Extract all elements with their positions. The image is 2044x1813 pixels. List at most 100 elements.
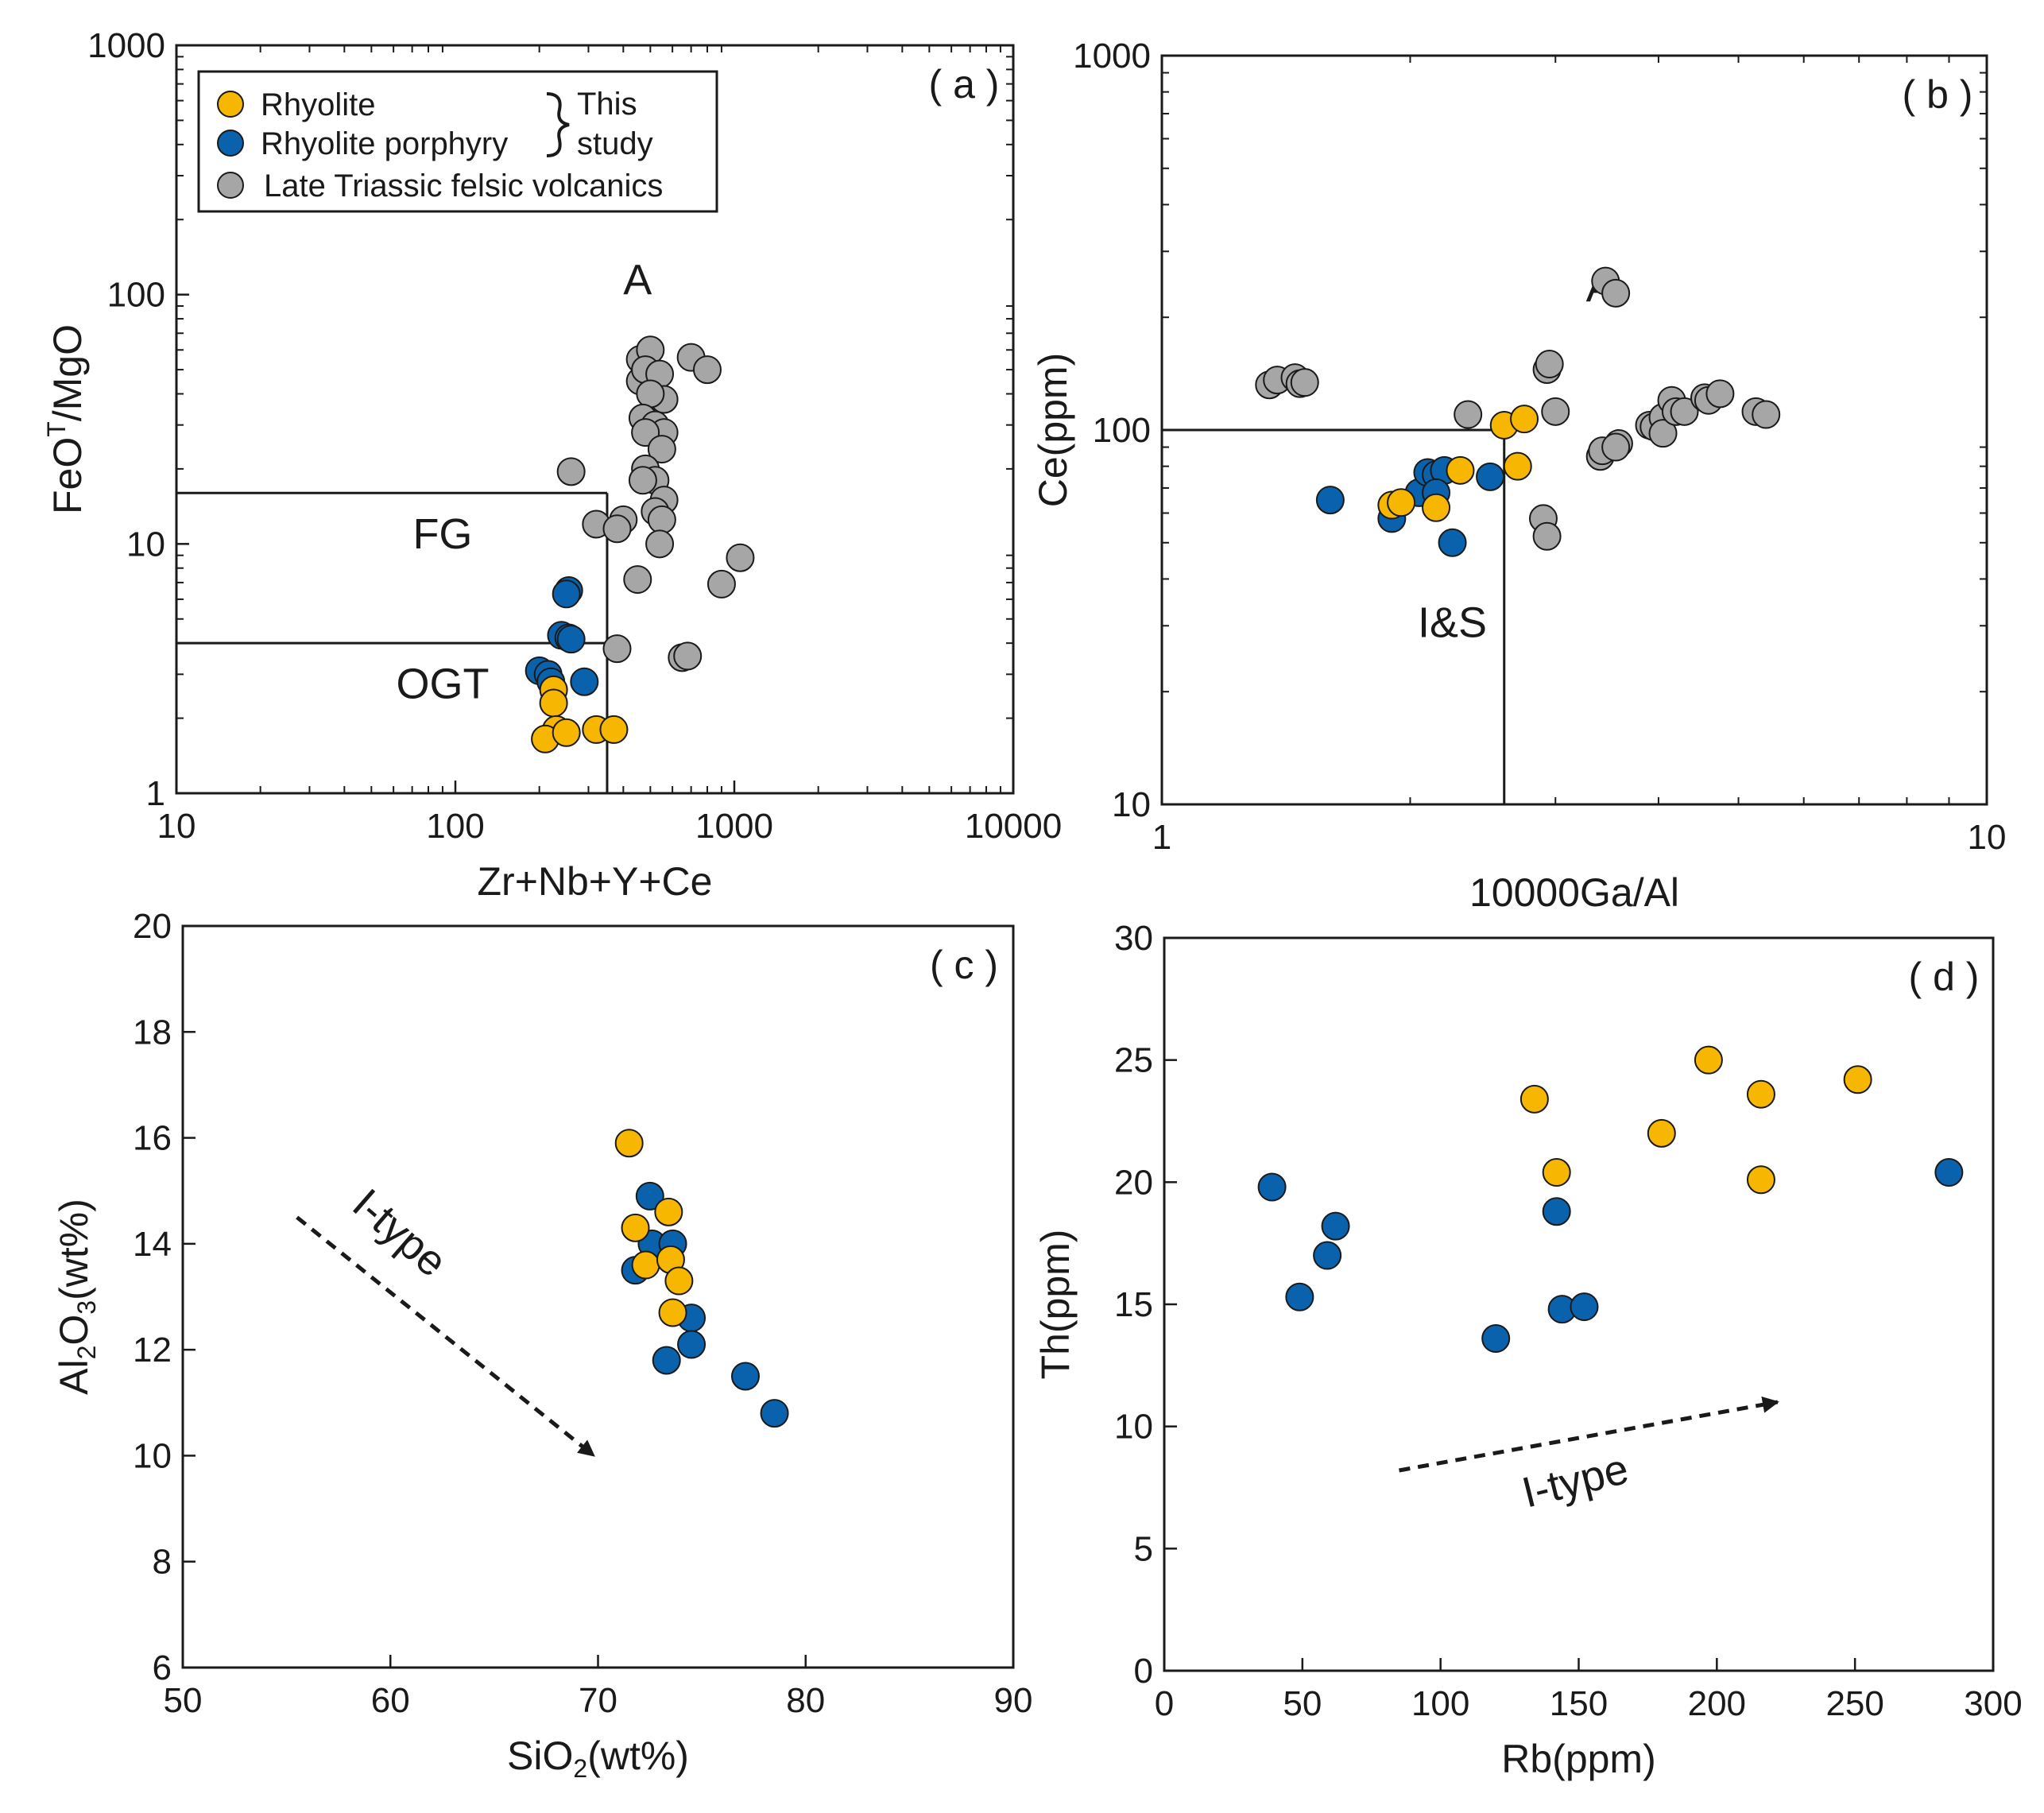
panel-b-point-late-triassic-felsic-volcanics: [1705, 379, 1735, 409]
panel-a-y-tick-label: 1000: [87, 26, 165, 65]
panel-c-x-tick-label: 70: [579, 1681, 617, 1720]
panel-b-point-rhyolite-porphyry: [1438, 528, 1467, 557]
panel-d-point-rhyolite: [1519, 1084, 1549, 1114]
panel-d-point-rhyolite-porphyry: [1285, 1282, 1314, 1311]
panel-c-y-tick-label: 8: [153, 1543, 172, 1582]
panel-b-point-rhyolite-porphyry: [1315, 486, 1345, 515]
panel-d-frame: [1163, 936, 1995, 1672]
panel-a-point-late-triassic-felsic-volcanics: [692, 355, 722, 385]
panel-a-x-tick-label: 1000: [695, 807, 773, 846]
legend-marker-rhyolite: [217, 91, 244, 118]
panel-d-trend-arrow: [1399, 1396, 1779, 1473]
panel-c-y-tick-label: 12: [133, 1331, 172, 1369]
panel-a-label: ( a ): [929, 62, 1000, 107]
panel-a-point-late-triassic-felsic-volcanics: [726, 543, 755, 572]
panel-a-point-late-triassic-felsic-volcanics: [628, 466, 657, 495]
panel-d-point-rhyolite-porphyry: [1313, 1241, 1342, 1270]
panel-a-y-tick-label: 10: [126, 525, 165, 564]
panel-b-point-late-triassic-felsic-volcanics: [1535, 350, 1564, 379]
panel-c-point-rhyolite: [654, 1197, 683, 1226]
panel-d-point-rhyolite-porphyry: [1542, 1197, 1571, 1226]
panel-c-point-rhyolite: [658, 1298, 687, 1327]
panel-b-point-rhyolite-porphyry: [1476, 462, 1505, 491]
panel-d-y-tick-label: 15: [1114, 1285, 1153, 1324]
panel-c-point-rhyolite-porphyry: [760, 1399, 789, 1428]
panel-a-y-title-main: FeO: [45, 437, 90, 514]
panel-c-y-title-main: Al: [52, 1359, 96, 1394]
panel-b-point-rhyolite: [1446, 455, 1475, 485]
panel-c-y-title-rest: (wt%): [52, 1199, 96, 1300]
panel-d-x-axis-title: Rb(ppm): [1501, 1737, 1655, 1781]
panel-a-point-late-triassic-felsic-volcanics: [636, 379, 665, 409]
legend-box: [197, 70, 718, 213]
panel-c-x-tick-label: 90: [994, 1681, 1033, 1720]
panel-b-region-label: I&S: [1418, 599, 1487, 646]
panel-c-point-rhyolite-porphyry: [730, 1362, 760, 1391]
panel-c-point-rhyolite: [614, 1129, 644, 1158]
panel-a-region-label: OGT: [396, 661, 489, 708]
panel-c-y-tick-label: 14: [133, 1225, 172, 1264]
panel-d-y-tick-label: 20: [1114, 1163, 1153, 1202]
panel-d-point-rhyolite-porphyry: [1321, 1211, 1350, 1241]
panel-c-y-tick-label: 10: [133, 1436, 172, 1475]
panel-c-trend-arrow: [296, 1215, 595, 1458]
panel-a-point-rhyolite: [599, 715, 629, 744]
panel-b-point-rhyolite: [1422, 493, 1451, 522]
panel-b-point-late-triassic-felsic-volcanics: [1601, 432, 1631, 462]
panel-c-x-tick-label: 60: [371, 1681, 410, 1720]
panel-d-point-rhyolite-porphyry: [1481, 1324, 1511, 1354]
panel-c-x-title-sub: 2: [573, 1754, 587, 1783]
panel-a-frame: [175, 44, 1015, 795]
panel-a-point-rhyolite-porphyry: [552, 579, 581, 609]
panel-d-x-tick-label: 200: [1688, 1684, 1746, 1723]
panel-c-x-title-rest: (wt%): [587, 1734, 689, 1778]
legend-marker-rhyolite-porphyry: [217, 130, 244, 157]
legend: Rhyolite Rhyolite porphyry Late Triassic…: [197, 70, 718, 213]
panel-a-point-rhyolite: [552, 718, 581, 747]
panel-c-y-axis-title: Al2O3(wt%): [52, 1199, 101, 1395]
panel-a-point-late-triassic-felsic-volcanics: [556, 457, 586, 486]
panel-b-x-axis-title: 10000Ga/Al: [1469, 870, 1679, 915]
panel-a-point-late-triassic-felsic-volcanics: [645, 529, 675, 559]
legend-label-rhyolite-porphyry: Rhyolite porphyry: [261, 126, 508, 161]
panel-d-y-axis-title: Th(ppm): [1033, 1230, 1078, 1380]
panel-c-y-tick-label: 6: [153, 1648, 172, 1687]
panel-a-point-late-triassic-felsic-volcanics: [623, 565, 652, 595]
panel-c-point-rhyolite-porphyry: [677, 1330, 706, 1359]
panel-d-label: ( d ): [1909, 955, 1980, 999]
legend-label-rhyolite: Rhyolite: [261, 87, 376, 122]
panel-a-y-title-rest: /MgO: [45, 324, 90, 421]
panel-c-y-title-mid: O: [52, 1315, 96, 1346]
panel-b-point-late-triassic-felsic-volcanics: [1541, 397, 1570, 426]
legend-brace-text-line2: study: [577, 126, 653, 161]
panel-d-point-rhyolite-porphyry: [1257, 1172, 1287, 1202]
panel-a-point-late-triassic-felsic-volcanics: [647, 435, 676, 464]
panel-b-point-late-triassic-felsic-volcanics: [1532, 521, 1562, 551]
panel-b-point-rhyolite: [1387, 488, 1416, 517]
panel-b-point-late-triassic-felsic-volcanics: [1670, 397, 1699, 426]
panel-d-x-tick-label: 0: [1155, 1684, 1174, 1723]
panel-b-x-tick-label: 10: [1968, 818, 2007, 857]
panel-d-y-tick-label: 10: [1114, 1408, 1153, 1447]
panel-d-x-tick-label: 50: [1283, 1684, 1322, 1723]
panel-d-point-rhyolite-porphyry: [1570, 1292, 1599, 1322]
panel-d-point-rhyolite: [1647, 1118, 1676, 1148]
panel-a-point-rhyolite: [539, 688, 568, 718]
panel-a-y-tick-label: 1: [146, 774, 165, 813]
panel-b-label: ( b ): [1903, 72, 1973, 117]
panel-d-point-rhyolite: [1746, 1165, 1775, 1195]
panel-c-point-rhyolite: [664, 1266, 694, 1296]
panel-c-x-tick-label: 80: [786, 1681, 825, 1720]
panel-c-x-tick-label: 50: [164, 1681, 203, 1720]
panel-b-point-late-triassic-felsic-volcanics: [1601, 278, 1631, 308]
panel-a-point-late-triassic-felsic-volcanics: [602, 634, 632, 664]
panel-c-y-tick-label: 18: [133, 1013, 172, 1052]
panel-b-y-tick-label: 1000: [1073, 37, 1151, 76]
panel-c-y-title-sub2: 3: [72, 1300, 101, 1315]
panel-c-y-tick-label: 16: [133, 1119, 172, 1158]
panel-a-point-rhyolite-porphyry: [570, 667, 599, 696]
panel-d-x-tick-label: 100: [1411, 1684, 1469, 1723]
